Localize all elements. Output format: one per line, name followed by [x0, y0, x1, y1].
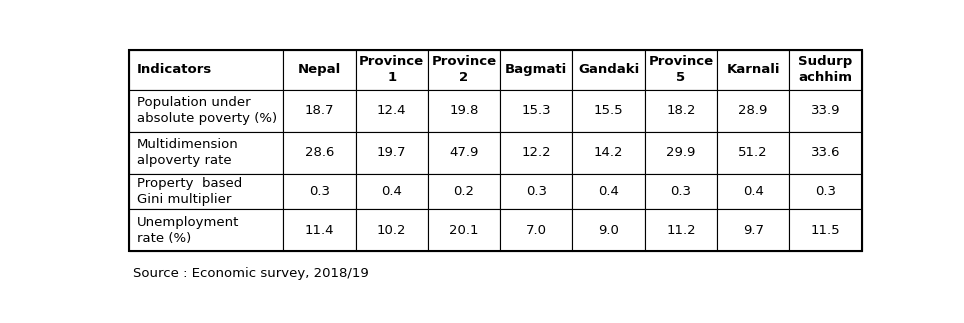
Text: 15.3: 15.3: [522, 104, 551, 117]
Text: 15.5: 15.5: [594, 104, 624, 117]
Text: 0.3: 0.3: [670, 185, 691, 198]
Bar: [573, 209, 645, 251]
Text: Source : Economic survey, 2018/19: Source : Economic survey, 2018/19: [133, 267, 369, 280]
Text: 51.2: 51.2: [738, 146, 768, 160]
Bar: [790, 50, 862, 90]
Bar: [428, 132, 500, 174]
Text: Multidimension
alpoverty rate: Multidimension alpoverty rate: [137, 139, 239, 167]
Bar: [129, 50, 283, 90]
Text: Province
1: Province 1: [360, 55, 424, 84]
Bar: [356, 132, 428, 174]
Bar: [790, 132, 862, 174]
Bar: [573, 90, 645, 132]
Bar: [356, 90, 428, 132]
Text: 12.2: 12.2: [522, 146, 551, 160]
Text: Gandaki: Gandaki: [578, 63, 639, 76]
Bar: [717, 50, 790, 90]
Text: 0.4: 0.4: [598, 185, 619, 198]
Text: 0.2: 0.2: [453, 185, 474, 198]
Bar: [645, 174, 717, 209]
Bar: [717, 209, 790, 251]
Text: 10.2: 10.2: [377, 224, 407, 237]
Text: Population under
absolute poverty (%): Population under absolute poverty (%): [137, 96, 277, 125]
Bar: [129, 50, 862, 251]
Text: Province
2: Province 2: [432, 55, 496, 84]
Bar: [356, 50, 428, 90]
Bar: [500, 50, 573, 90]
Text: 0.3: 0.3: [308, 185, 330, 198]
Text: 19.7: 19.7: [377, 146, 407, 160]
Bar: [717, 174, 790, 209]
Text: 28.9: 28.9: [738, 104, 768, 117]
Text: 47.9: 47.9: [449, 146, 479, 160]
Text: 0.3: 0.3: [815, 185, 836, 198]
Text: 9.7: 9.7: [742, 224, 763, 237]
Bar: [790, 209, 862, 251]
Text: Sudurp
achhim: Sudurp achhim: [798, 55, 852, 84]
Text: 19.8: 19.8: [449, 104, 479, 117]
Bar: [500, 90, 573, 132]
Text: Unemployment
rate (%): Unemployment rate (%): [137, 216, 239, 245]
Bar: [428, 209, 500, 251]
Bar: [283, 50, 356, 90]
Text: 0.4: 0.4: [742, 185, 763, 198]
Text: 9.0: 9.0: [598, 224, 619, 237]
Text: Nepal: Nepal: [298, 63, 341, 76]
Bar: [717, 90, 790, 132]
Text: 12.4: 12.4: [377, 104, 407, 117]
Text: 11.2: 11.2: [666, 224, 696, 237]
Text: 33.6: 33.6: [811, 146, 841, 160]
Bar: [129, 132, 283, 174]
Bar: [428, 90, 500, 132]
Text: 28.6: 28.6: [305, 146, 335, 160]
Text: 20.1: 20.1: [449, 224, 479, 237]
Bar: [645, 132, 717, 174]
Text: 0.4: 0.4: [382, 185, 402, 198]
Bar: [790, 90, 862, 132]
Text: 18.2: 18.2: [666, 104, 696, 117]
Text: Province
5: Province 5: [649, 55, 713, 84]
Bar: [428, 174, 500, 209]
Bar: [790, 174, 862, 209]
Text: 0.3: 0.3: [525, 185, 547, 198]
Text: 7.0: 7.0: [525, 224, 547, 237]
Bar: [573, 174, 645, 209]
Bar: [129, 209, 283, 251]
Bar: [645, 209, 717, 251]
Bar: [645, 50, 717, 90]
Text: 33.9: 33.9: [811, 104, 841, 117]
Bar: [500, 174, 573, 209]
Text: 14.2: 14.2: [594, 146, 624, 160]
Bar: [356, 174, 428, 209]
Bar: [717, 132, 790, 174]
Bar: [500, 132, 573, 174]
Text: Karnali: Karnali: [727, 63, 780, 76]
Text: Indicators: Indicators: [137, 63, 212, 76]
Bar: [129, 90, 283, 132]
Bar: [129, 174, 283, 209]
Bar: [283, 90, 356, 132]
Bar: [500, 209, 573, 251]
Bar: [283, 174, 356, 209]
Text: Bagmati: Bagmati: [505, 63, 568, 76]
Bar: [356, 209, 428, 251]
Bar: [573, 132, 645, 174]
Text: 29.9: 29.9: [666, 146, 696, 160]
Text: 11.5: 11.5: [811, 224, 841, 237]
Bar: [645, 90, 717, 132]
Text: 11.4: 11.4: [305, 224, 335, 237]
Bar: [573, 50, 645, 90]
Bar: [283, 209, 356, 251]
Text: Property  based
Gini multiplier: Property based Gini multiplier: [137, 177, 242, 206]
Bar: [428, 50, 500, 90]
Bar: [283, 132, 356, 174]
Text: 18.7: 18.7: [305, 104, 335, 117]
